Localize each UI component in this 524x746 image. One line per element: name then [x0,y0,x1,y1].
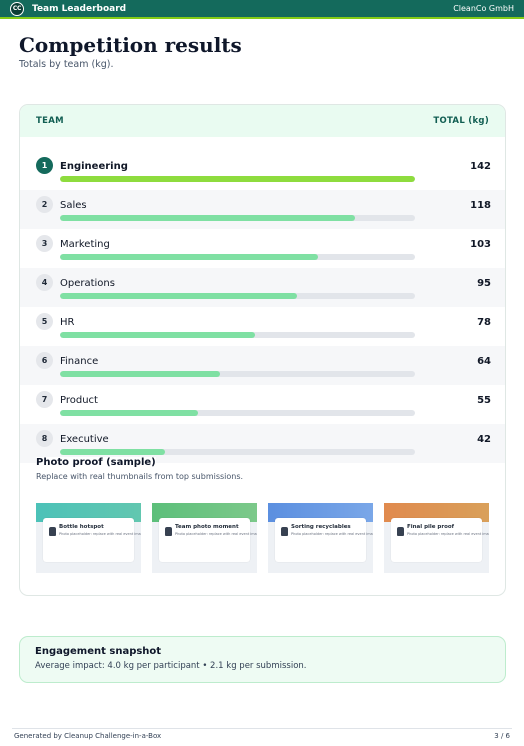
table-row: 4 Operations 95 [20,268,505,307]
thumbnail-caption: Photo placeholder: replace with real eve… [175,532,257,536]
thumbnail-card: Final pile proof Photo placeholder: repla… [391,518,489,562]
organization-name: CleanCo GmbH [453,4,514,13]
rank-badge: 8 [36,430,53,447]
team-name: Sales [60,200,87,211]
thumbnail-card: Sorting recyclables Photo placeholder: re… [275,518,373,562]
table-row: 1 Engineering 142 [20,151,505,190]
photo-thumbnail: Bottle hotspot Photo placeholder: replace… [36,503,141,573]
snapshot-title: Engagement snapshot [35,646,162,657]
thumbnail-label: Final pile proof [407,524,455,530]
progress-track [60,410,415,416]
progress-fill [60,371,220,377]
bottle-icon [165,527,172,536]
progress-track [60,176,415,182]
progress-fill [60,254,318,260]
thumbnail-caption: Photo placeholder: replace with real eve… [407,532,489,536]
page-number: 3 / 6 [494,732,510,740]
app-logo: CC [10,1,24,16]
photo-thumbnail: Sorting recyclables Photo placeholder: re… [268,503,373,573]
photo-thumbnail: Final pile proof Photo placeholder: repla… [384,503,489,573]
thumbnail-color-band [268,503,373,522]
table-row: 2 Sales 118 [20,190,505,229]
column-header-total: TOTAL (kg) [433,116,489,126]
thumbnail-label: Team photo moment [175,524,239,530]
photo-thumbnail: Team photo moment Photo placeholder: repl… [152,503,257,573]
thumbnail-color-band [384,503,489,522]
progress-track [60,293,415,299]
team-name: Operations [60,278,115,289]
table-row: 5 HR 78 [20,307,505,346]
rank-badge: 3 [36,235,53,252]
rank-badge: 4 [36,274,53,291]
page-title: Competition results [19,33,242,57]
team-total: 55 [477,395,491,406]
engagement-snapshot-card: Engagement snapshot Average impact: 4.0 … [19,636,506,683]
team-name: Product [60,395,98,406]
rank-badge: 2 [36,196,53,213]
table-row: 3 Marketing 103 [20,229,505,268]
team-total: 142 [470,161,491,172]
progress-fill [60,215,355,221]
team-total: 78 [477,317,491,328]
team-total: 103 [470,239,491,250]
progress-track [60,371,415,377]
progress-fill [60,410,198,416]
thumbnail-caption: Photo placeholder: replace with real eve… [59,532,141,536]
app-title: Team Leaderboard [32,3,127,14]
top-bar: CC Team Leaderboard CleanCo GmbH [0,0,524,19]
thumbnail-caption: Photo placeholder: replace with real eve… [291,532,373,536]
team-name: Executive [60,434,109,445]
progress-track [60,332,415,338]
team-name: HR [60,317,75,328]
table-row: 7 Product 55 [20,385,505,424]
photo-thumbnails: Bottle hotspot Photo placeholder: replace… [36,503,490,573]
thumbnail-color-band [152,503,257,522]
team-total: 42 [477,434,491,445]
thumbnail-card: Bottle hotspot Photo placeholder: replace… [43,518,141,562]
rank-badge: 7 [36,391,53,408]
footer-divider [12,728,512,729]
progress-track [60,215,415,221]
column-header-team: TEAM [36,116,64,126]
bottle-icon [397,527,404,536]
table-row: 6 Finance 64 [20,346,505,385]
table-header: TEAM TOTAL (kg) [20,105,505,137]
leaderboard-card: TEAM TOTAL (kg) 1 Engineering 142 2 Sales 118… [19,104,506,596]
team-total: 118 [470,200,491,211]
rank-badge: 1 [36,157,53,174]
thumbnail-label: Sorting recyclables [291,524,351,530]
progress-fill [60,293,298,299]
team-name: Marketing [60,239,110,250]
bottle-icon [281,527,288,536]
progress-fill [60,176,415,182]
team-name: Finance [60,356,99,367]
team-total: 95 [477,278,491,289]
thumbnail-color-band [36,503,141,522]
team-total: 64 [477,356,491,367]
table-row: 8 Executive 42 [20,424,505,463]
rank-badge: 6 [36,352,53,369]
progress-track [60,449,415,455]
leaderboard-rows: 1 Engineering 142 2 Sales 118 3 Marketing 103 4 Op… [20,151,505,463]
thumbnail-label: Bottle hotspot [59,524,104,530]
page-subtitle: Totals by team (kg). [19,59,114,70]
team-name: Engineering [60,161,128,172]
rank-badge: 5 [36,313,53,330]
bottle-icon [49,527,56,536]
progress-fill [60,449,165,455]
snapshot-text: Average impact: 4.0 kg per participant •… [35,661,307,671]
thumbnail-card: Team photo moment Photo placeholder: repl… [159,518,257,562]
photo-section-title: Photo proof (sample) [36,457,156,468]
progress-fill [60,332,255,338]
progress-track [60,254,415,260]
photo-section-note: Replace with real thumbnails from top su… [36,472,244,481]
footer-generated-by: Generated by Cleanup Challenge-in-a-Box [14,732,162,740]
